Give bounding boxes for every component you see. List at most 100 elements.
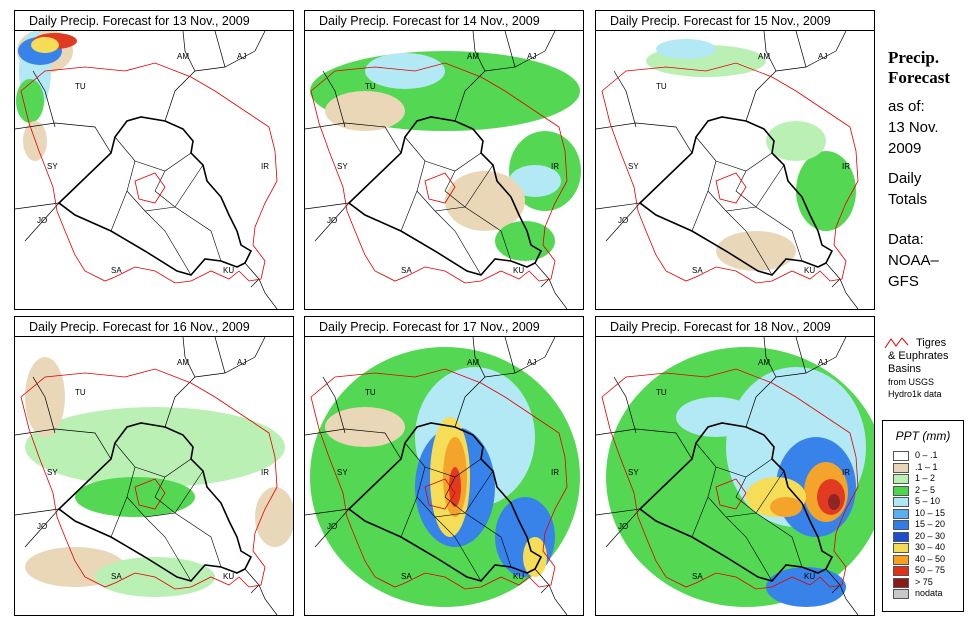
country-label: KU — [223, 572, 234, 581]
basin-line-5: Hydro1k data — [888, 389, 942, 399]
iraq-border — [347, 422, 543, 582]
country-label: SA — [692, 572, 703, 581]
precip-cell — [75, 477, 195, 517]
country-label: TU — [656, 82, 667, 91]
country-label: SY — [47, 468, 58, 477]
ppt-swatch — [893, 462, 909, 473]
precip-cell — [16, 79, 44, 123]
country-label: JO — [618, 522, 628, 531]
date-line-2: 2009 — [888, 140, 922, 157]
precip-map: AM AJ TU SY IR JO SA KU — [305, 337, 580, 615]
country-label: JO — [327, 216, 337, 225]
precip-cell — [465, 61, 545, 101]
country-label: SY — [337, 162, 348, 171]
ppt-swatch — [893, 589, 909, 599]
basin-outline — [20, 368, 278, 590]
country-label: IR — [551, 162, 559, 171]
precip-map: AM AJ TU SY IR JO SA KU — [15, 31, 278, 309]
basin-line-3: Basins — [888, 363, 922, 375]
precip-cell — [766, 121, 826, 161]
country-label: SY — [47, 162, 58, 171]
province-lines — [691, 442, 803, 582]
basin-legend-text: Tigres & Euphrates Basins from USGS Hydr… — [888, 337, 949, 400]
basin-line-icon — [884, 337, 909, 349]
precip-cell — [23, 121, 47, 161]
data-line-2: NOAA– — [888, 252, 939, 269]
ppt-label: 20 – 30 — [915, 530, 946, 541]
country-label: KU — [804, 572, 815, 581]
map-panel-16-nov: Daily Precip. Forecast for 16 Nov., 2009… — [14, 316, 294, 616]
country-label: SA — [401, 572, 412, 581]
precip-cell — [656, 39, 716, 59]
country-label: IR — [261, 468, 269, 477]
precip-map: AM AJ TU SY IR JO SA KU — [15, 337, 293, 615]
precip-cell — [716, 231, 796, 271]
country-label: IR — [261, 162, 269, 171]
title-line-1: Precip. — [888, 48, 940, 67]
daily-totals-block: Daily Totals — [888, 168, 927, 210]
precip-field — [606, 347, 874, 607]
province-lines — [110, 136, 222, 276]
ppt-label: 2 – 5 — [915, 484, 936, 495]
country-label: TU — [75, 388, 86, 397]
panel-title: Daily Precip. Forecast for 13 Nov., 2009 — [15, 11, 293, 31]
ppt-label: 40 – 50 — [915, 553, 946, 564]
data-source-block: Data: NOAA– GFS — [888, 229, 939, 292]
country-label: AJ — [237, 52, 246, 61]
sidebar-title: Precip. Forecast — [888, 48, 950, 88]
ppt-swatch — [893, 531, 909, 542]
precip-cell — [796, 151, 856, 231]
ppt-label: 30 – 40 — [915, 542, 946, 552]
precip-cell — [31, 37, 59, 53]
country-label: JO — [37, 216, 47, 225]
country-label: TU — [656, 388, 667, 397]
neighbour-borders — [596, 31, 859, 309]
panel-title: Daily Precip. Forecast for 18 Nov., 2009 — [596, 317, 874, 337]
precip-cell — [770, 497, 802, 517]
country-label: AJ — [818, 52, 827, 61]
precip-field — [16, 31, 77, 161]
country-label: SY — [628, 162, 639, 171]
country-label: AM — [758, 358, 770, 367]
precip-map: AM AJ TU SY IR JO SA KU — [596, 31, 859, 309]
daily-line-2: Totals — [888, 191, 928, 208]
ppt-label: 50 – 75 — [915, 565, 946, 575]
panel-title: Daily Precip. Forecast for 15 Nov., 2009 — [596, 11, 874, 31]
date-line-1: 13 Nov. — [888, 119, 939, 136]
ppt-swatch — [893, 497, 909, 507]
neighbour-borders — [596, 337, 859, 615]
country-label: SY — [628, 468, 639, 477]
precip-field — [25, 357, 293, 597]
basin-line-1: Tigres — [916, 337, 947, 349]
ppt-swatch — [893, 520, 909, 530]
daily-line-1: Daily — [888, 170, 922, 187]
ppt-swatch — [893, 485, 909, 496]
ppt-label: 10 – 15 — [915, 507, 946, 518]
country-label: AM — [467, 358, 479, 367]
map-panel-15-nov: Daily Precip. Forecast for 15 Nov., 2009… — [595, 10, 875, 310]
ppt-label: > 75 — [915, 576, 933, 587]
country-label: AJ — [818, 358, 827, 367]
title-line-2: Forecast — [888, 68, 950, 87]
ppt-label: 5 – 10 — [915, 496, 941, 506]
ppt-swatch — [893, 566, 909, 576]
map-panel-18-nov: Daily Precip. Forecast for 18 Nov., 2009… — [595, 316, 875, 616]
neighbour-borders — [15, 337, 278, 615]
precip-cell — [449, 467, 461, 507]
ppt-label: 15 – 20 — [915, 519, 946, 529]
ppt-label: .1 – 1 — [915, 461, 938, 472]
country-label: AM — [177, 52, 189, 61]
country-label: KU — [804, 266, 815, 275]
country-label: IR — [551, 468, 559, 477]
panel-title: Daily Precip. Forecast for 17 Nov., 2009 — [305, 317, 583, 337]
province-lines — [400, 442, 512, 582]
country-label: AM — [467, 52, 479, 61]
basin-outline — [601, 62, 859, 284]
country-label: SA — [111, 572, 122, 581]
ppt-swatch — [893, 577, 909, 588]
country-label: IR — [842, 162, 850, 171]
precip-map: AM AJ TU SY IR JO SA KU — [305, 31, 581, 309]
precip-cell — [325, 91, 405, 131]
country-label: JO — [37, 522, 47, 531]
country-label: AM — [758, 52, 770, 61]
